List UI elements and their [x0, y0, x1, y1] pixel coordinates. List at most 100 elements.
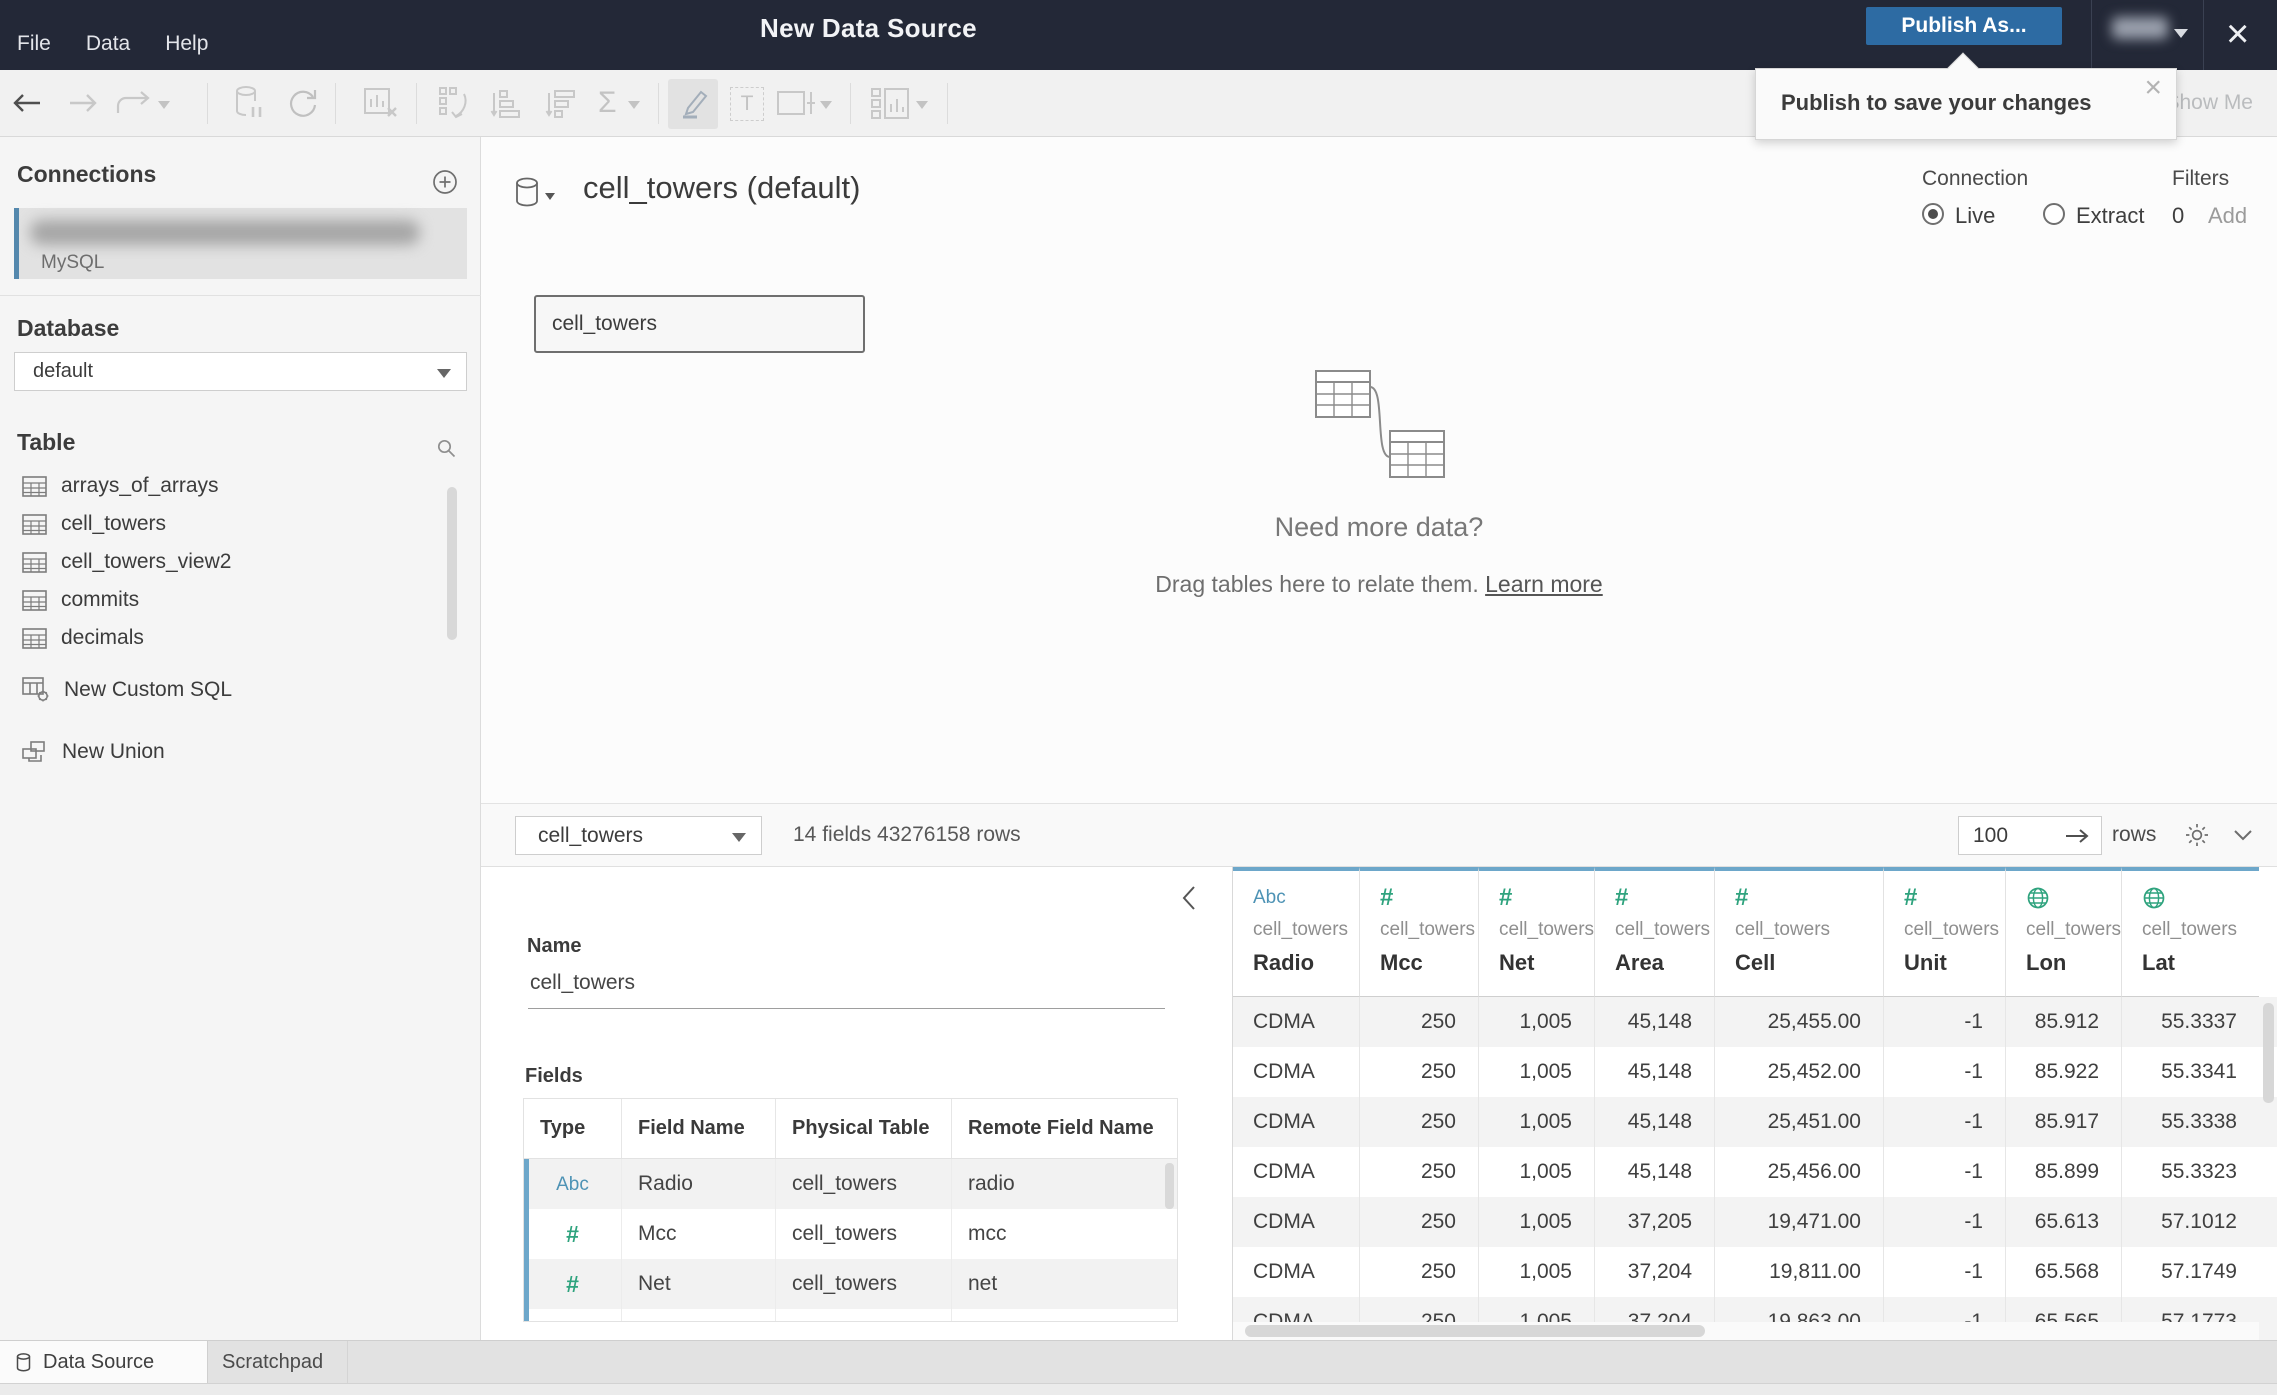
fields-table-row[interactable]: Abc Radio cell_towers radio — [524, 1159, 1177, 1209]
union-icon — [22, 741, 45, 762]
grid-cell: 1,005 — [1478, 1047, 1594, 1097]
new-union-item[interactable]: New Union — [0, 735, 165, 769]
clear-sheet-icon[interactable] — [363, 87, 399, 119]
sidebar: Connections MySQL Database default Table… — [0, 137, 481, 1340]
close-window-icon[interactable]: × — [2226, 12, 2250, 56]
show-me-button[interactable]: Show Me — [2165, 91, 2253, 114]
grid-cell: CDMA — [1253, 1110, 1315, 1133]
totals-sigma-icon[interactable]: Σ — [598, 86, 617, 119]
grid-cell: 57.1749 — [2121, 1247, 2259, 1297]
tab-scratchpad[interactable]: Scratchpad — [208, 1341, 348, 1384]
fit-selector-icon[interactable] — [776, 89, 816, 117]
undo-icon[interactable] — [10, 90, 42, 116]
gear-icon[interactable] — [2184, 822, 2210, 848]
tab-data-source[interactable]: Data Source — [0, 1341, 208, 1384]
menu-data[interactable]: Data — [85, 32, 131, 55]
tooltip-close-icon[interactable]: × — [2144, 71, 2162, 104]
fields-table-cell: Radio — [622, 1159, 776, 1209]
table-list-item[interactable]: arrays_of_arrays — [0, 467, 460, 505]
fields-table-row[interactable]: # Net cell_towers net — [524, 1259, 1177, 1309]
fields-table-cell: radio — [968, 1172, 1015, 1195]
grid-cell: 25,455.00 — [1714, 997, 1883, 1047]
connection-item[interactable]: MySQL — [14, 208, 467, 279]
publish-tooltip: Publish to save your changes × — [1755, 52, 2177, 140]
replay-icon[interactable] — [114, 89, 154, 117]
menu-file[interactable]: File — [17, 32, 51, 55]
new-custom-sql-label: New Custom SQL — [64, 678, 233, 701]
extract-radio-label[interactable]: Extract — [2076, 203, 2145, 228]
fields-col-physical-table: Physical Table — [776, 1099, 952, 1158]
sidebar-scrollbar-thumb[interactable] — [447, 487, 457, 640]
extract-radio[interactable] — [2043, 203, 2065, 225]
chevron-down-icon[interactable] — [628, 101, 640, 109]
menu-help[interactable]: Help — [165, 32, 209, 55]
live-radio-label[interactable]: Live — [1955, 203, 1996, 228]
grid-cell: 57.1012 — [2121, 1197, 2259, 1247]
grid-column-header[interactable]: # cell_towers Net — [1478, 867, 1594, 997]
fields-rows-summary: 14 fields 43276158 rows — [793, 823, 1021, 846]
grid-hscroll-thumb[interactable] — [1245, 1325, 1705, 1337]
table-list-item[interactable]: decimals — [0, 619, 460, 657]
pause-updates-icon[interactable] — [234, 85, 264, 121]
collapse-panel-icon[interactable] — [1181, 885, 1197, 910]
grid-column-header[interactable]: # cell_towers Cell — [1714, 867, 1883, 997]
sort-descending-icon[interactable] — [545, 87, 577, 119]
grid-cell: CDMA — [1253, 1010, 1315, 1033]
custom-sql-icon — [22, 677, 49, 702]
filters-add-link[interactable]: Add — [2208, 203, 2248, 228]
grid-column-header[interactable]: # cell_towers Mcc — [1359, 867, 1478, 997]
chevron-down-icon — [437, 369, 451, 378]
database-select[interactable]: default — [14, 352, 467, 391]
name-input[interactable]: cell_towers — [530, 971, 636, 994]
sort-ascending-icon[interactable] — [490, 87, 522, 119]
grid-column-header[interactable]: Abc cell_towers Radio — [1233, 867, 1359, 997]
text-annotation-button[interactable]: T — [730, 87, 764, 121]
highlight-tool-button[interactable] — [668, 79, 718, 129]
chevron-down-icon[interactable] — [158, 101, 170, 109]
grid-column-header[interactable]: cell_towers Lat — [2121, 867, 2259, 997]
user-menu[interactable] — [2108, 0, 2198, 70]
apply-row-limit-icon[interactable] — [2065, 828, 2089, 844]
grid-column-header[interactable]: cell_towers Lon — [2005, 867, 2121, 997]
grid-vscroll-thumb[interactable] — [2263, 1003, 2274, 1103]
chevron-down-icon[interactable] — [545, 193, 555, 200]
table-list-item[interactable]: cell_towers_view2 — [0, 543, 460, 581]
search-icon[interactable] — [436, 438, 456, 458]
row-limit-value: 100 — [1973, 824, 2009, 847]
grid-horizontal-scrollbar[interactable] — [1233, 1322, 2259, 1340]
chevron-down-icon[interactable] — [2234, 830, 2252, 842]
add-connection-icon[interactable] — [432, 169, 458, 195]
fields-scrollbar-thumb[interactable] — [1165, 1163, 1174, 1209]
grid-column-table-label: cell_towers — [1380, 919, 1476, 940]
chevron-down-icon[interactable] — [916, 101, 928, 109]
swap-rows-columns-icon[interactable] — [438, 86, 472, 120]
publish-as-button[interactable]: Publish As... — [1866, 7, 2062, 45]
grid-cell: 19,811.00 — [1714, 1247, 1883, 1297]
refresh-datasource-icon[interactable] — [286, 87, 318, 119]
fields-table-row[interactable] — [524, 1309, 1177, 1321]
redo-icon[interactable] — [68, 90, 100, 116]
connection-section-label: Connection — [1922, 167, 2029, 190]
table-list-item[interactable]: commits — [0, 581, 460, 619]
show-cards-icon[interactable] — [870, 87, 910, 119]
grid-cell: 55.3338 — [2121, 1097, 2259, 1147]
new-custom-sql-item[interactable]: New Custom SQL — [0, 673, 232, 707]
table-node[interactable]: cell_towers — [534, 295, 865, 353]
datasource-cylinder-icon — [515, 177, 539, 207]
row-limit-input[interactable]: 100 — [1958, 816, 2102, 855]
connections-heading: Connections — [17, 161, 157, 187]
grid-column-field-label: Cell — [1735, 950, 1776, 975]
preview-table-select-value: cell_towers — [538, 824, 644, 847]
preview-table-select[interactable]: cell_towers — [515, 816, 762, 855]
learn-more-link[interactable]: Learn more — [1485, 571, 1603, 597]
fields-table-cell: Net — [622, 1259, 776, 1309]
chevron-down-icon[interactable] — [820, 101, 832, 109]
grid-cell: 25,452.00 — [1714, 1047, 1883, 1097]
grid-column-table-label: cell_towers — [1904, 919, 2000, 940]
fields-table-row[interactable]: # Mcc cell_towers mcc — [524, 1209, 1177, 1259]
grid-column-header[interactable]: # cell_towers Area — [1594, 867, 1714, 997]
grid-column-header[interactable]: # cell_towers Unit — [1883, 867, 2005, 997]
live-radio[interactable] — [1922, 203, 1944, 225]
preview-option-bar: cell_towers 14 fields 43276158 rows 100 … — [481, 803, 2277, 867]
table-list-item[interactable]: cell_towers — [0, 505, 460, 543]
